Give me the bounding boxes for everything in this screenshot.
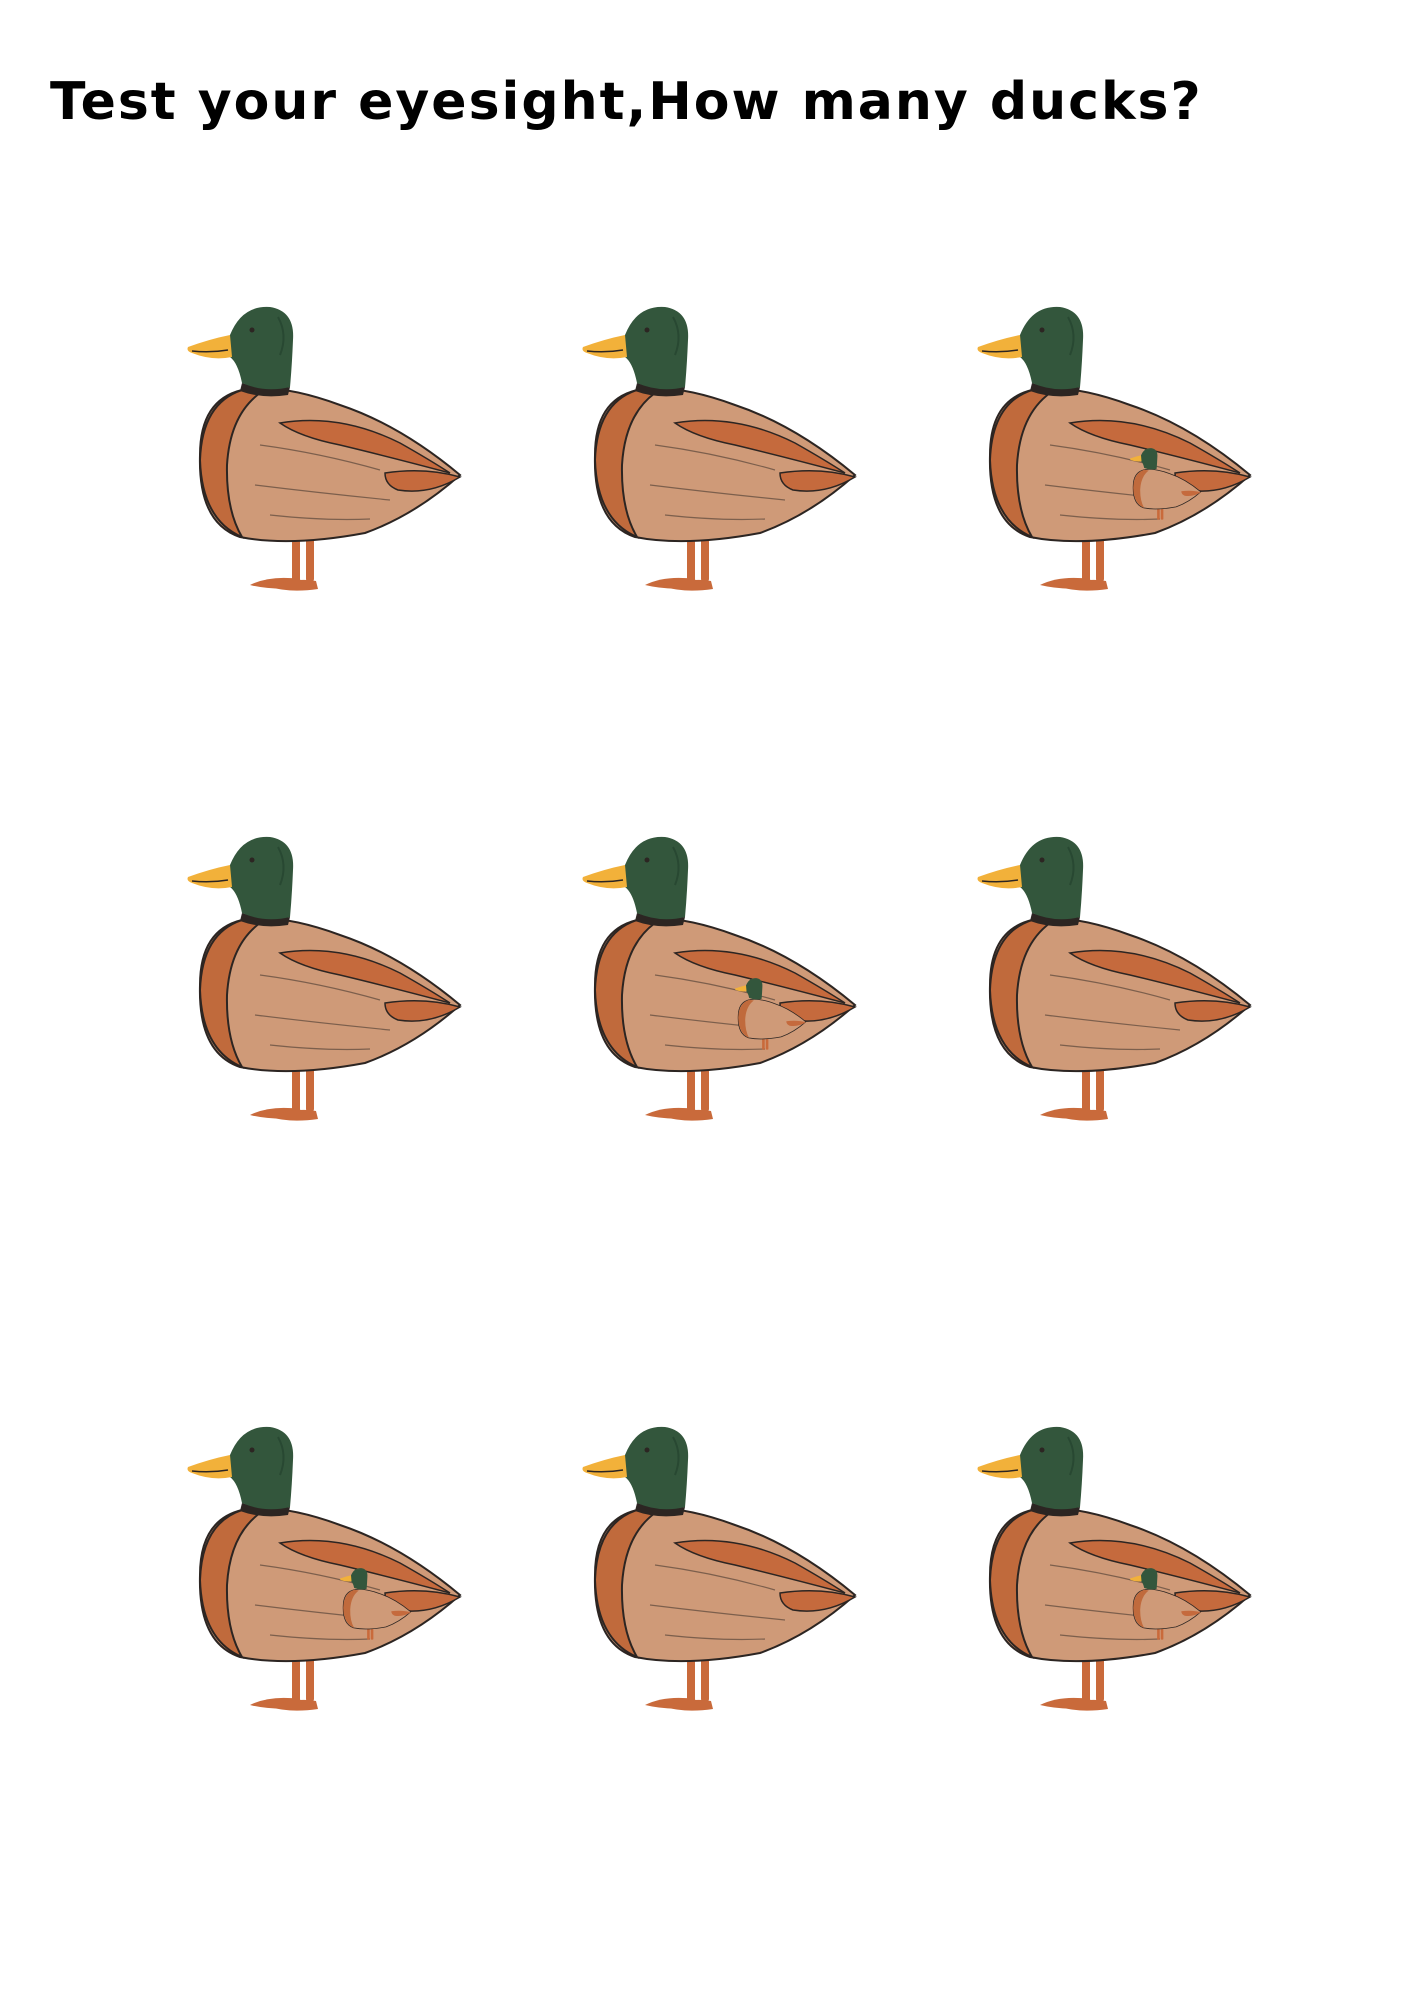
duck-cell[interactable] (130, 825, 490, 1155)
hidden-small-duck[interactable] (1129, 448, 1202, 520)
big-duck (187, 1426, 462, 1711)
big-duck (977, 836, 1252, 1121)
hidden-small-duck[interactable] (1129, 1568, 1202, 1640)
big-duck (187, 306, 462, 591)
big-duck (582, 1426, 857, 1711)
big-duck (187, 836, 462, 1121)
duck-cell[interactable] (525, 295, 885, 625)
big-duck (977, 306, 1252, 591)
big-duck (977, 1426, 1252, 1711)
duck-cell[interactable] (920, 295, 1280, 625)
hidden-small-duck[interactable] (339, 1568, 412, 1640)
duck-cell[interactable] (920, 1415, 1280, 1745)
duck-cell[interactable] (130, 1415, 490, 1745)
duck-cell[interactable] (525, 825, 885, 1155)
big-duck (582, 306, 857, 591)
hidden-small-duck[interactable] (734, 978, 807, 1050)
duck-cell[interactable] (130, 295, 490, 625)
duck-cell[interactable] (525, 1415, 885, 1745)
puzzle-title: Test your eyesight,How many ducks? (50, 72, 1203, 132)
big-duck (582, 836, 857, 1121)
duck-cell[interactable] (920, 825, 1280, 1155)
